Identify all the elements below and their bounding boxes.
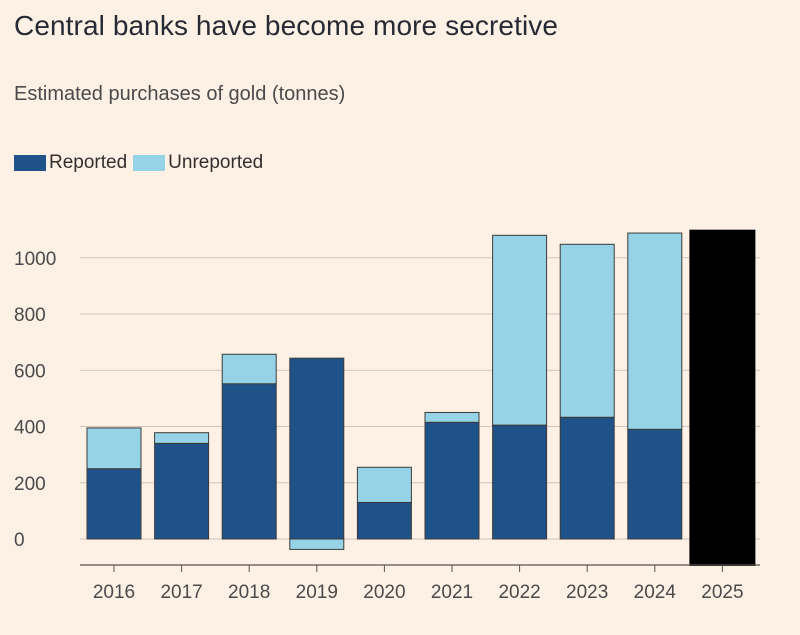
bar-redacted xyxy=(689,229,756,566)
x-tick-label: 2024 xyxy=(634,582,677,603)
x-tick-label: 2017 xyxy=(160,582,202,603)
y-tick-label: 0 xyxy=(14,530,25,551)
legend-swatch-unreported xyxy=(133,155,166,171)
x-tick-label: 2022 xyxy=(498,582,540,603)
bar-unreported xyxy=(492,234,548,426)
bar-reported xyxy=(424,421,480,540)
legend-label-unreported: Unreported xyxy=(168,152,264,173)
bar-reported xyxy=(492,424,548,540)
axes: 0 200 400 600 800 1000 2016 2017 2018 2019 2020 202… xyxy=(14,249,760,603)
legend-label-reported: Reported xyxy=(49,152,128,173)
y-tick-label: 800 xyxy=(14,305,46,326)
bar-reported xyxy=(559,416,615,540)
x-tick-label: 2021 xyxy=(431,582,473,603)
x-tick-label: 2020 xyxy=(363,582,405,603)
bar-unreported xyxy=(559,243,615,418)
bar-unreported xyxy=(627,232,683,430)
bar-unreported xyxy=(86,427,142,470)
bar-reported xyxy=(86,468,142,540)
y-tick-label: 600 xyxy=(14,361,46,382)
bars xyxy=(86,229,756,566)
x-tick-label: 2016 xyxy=(93,582,135,603)
y-tick-label: 400 xyxy=(14,418,46,439)
bar-reported xyxy=(627,428,683,540)
legend-item-unreported: Unreported xyxy=(133,152,263,174)
bar-unreported xyxy=(356,466,412,503)
x-tick-label: 2025 xyxy=(701,582,743,603)
bar-reported xyxy=(154,442,210,540)
legend-swatch-reported xyxy=(14,155,46,171)
x-tick-label: 2023 xyxy=(566,582,608,603)
bar-reported xyxy=(289,357,345,540)
bar-unreported xyxy=(221,353,277,385)
bar-unreported xyxy=(154,432,210,444)
x-tick-label: 2019 xyxy=(296,582,338,603)
bar-reported xyxy=(356,501,412,540)
x-tick-label: 2018 xyxy=(228,582,270,603)
y-tick-label: 200 xyxy=(14,474,46,495)
bar-reported xyxy=(221,383,277,540)
bar-unreported xyxy=(424,411,480,423)
legend-item-reported: Reported xyxy=(14,152,127,174)
bar-unreported xyxy=(289,538,345,550)
chart-title: Central banks have become more secretive xyxy=(14,10,559,41)
y-tick-label: 1000 xyxy=(14,249,56,270)
chart-subtitle: Estimated purchases of gold (tonnes) xyxy=(14,83,346,105)
legend: Reported Unreported xyxy=(14,152,269,174)
